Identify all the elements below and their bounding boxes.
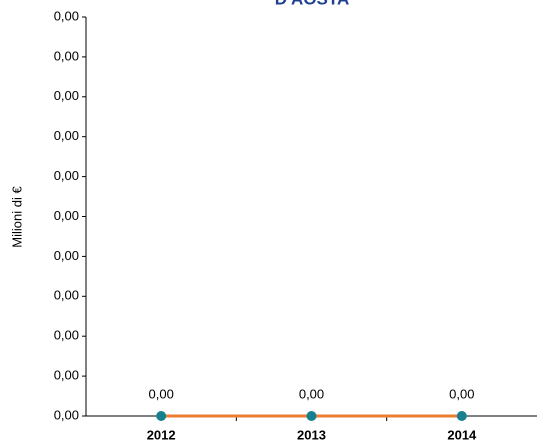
y-tick-label: 0,00 — [54, 328, 79, 343]
data-label: 0,00 — [299, 386, 324, 401]
marker — [156, 411, 167, 421]
data-label: 0,00 — [449, 386, 474, 401]
y-tick-label: 0,00 — [54, 8, 79, 23]
x-tick-label: 2012 — [147, 427, 176, 442]
y-tick-label: 0,00 — [54, 48, 79, 63]
marker — [456, 411, 467, 421]
y-tick-label: 0,00 — [54, 88, 79, 103]
y-tick-label: 0,00 — [54, 407, 79, 422]
data-label: 0,00 — [149, 386, 174, 401]
y-tick-label: 0,00 — [54, 288, 79, 303]
x-tick-label: 2013 — [297, 427, 326, 442]
y-tick-label: 0,00 — [54, 368, 79, 383]
y-tick-label: 0,00 — [54, 168, 79, 183]
y-tick-label: 0,00 — [54, 248, 79, 263]
y-axis-label: Milioni di € — [9, 186, 24, 248]
marker — [306, 411, 317, 421]
y-tick-label: 0,00 — [54, 208, 79, 223]
y-tick-label: 0,00 — [54, 128, 79, 143]
x-tick-label: 2014 — [447, 427, 477, 442]
chart-title: D'AOSTA — [275, 0, 350, 8]
